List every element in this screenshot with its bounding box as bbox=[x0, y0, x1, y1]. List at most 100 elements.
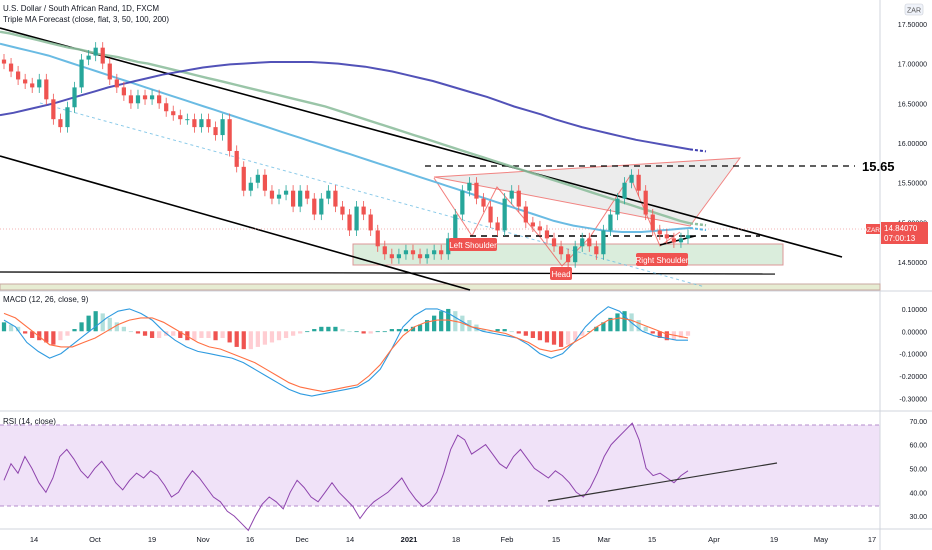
macd-histogram-bar bbox=[361, 331, 366, 334]
candle-body bbox=[650, 214, 655, 231]
macd-histogram-bar bbox=[262, 331, 268, 345]
horizontal-support-line bbox=[0, 271, 776, 275]
macd-histogram-bar bbox=[502, 329, 507, 332]
candle-body bbox=[643, 190, 648, 215]
candle-body bbox=[622, 182, 627, 199]
candle-body bbox=[178, 115, 183, 120]
time-tick: Apr bbox=[708, 535, 720, 544]
candle-body bbox=[283, 190, 289, 195]
candle-body bbox=[636, 174, 641, 191]
rsi-tick: 60.00 bbox=[909, 443, 927, 450]
macd-histogram-bar bbox=[305, 331, 310, 333]
time-tick: Oct bbox=[89, 535, 102, 544]
macd-histogram-bar bbox=[157, 331, 162, 338]
macd-histogram-bar bbox=[241, 331, 246, 350]
candle-body bbox=[206, 119, 211, 128]
macd-tick: 0.10000 bbox=[902, 307, 927, 314]
macd-histogram-bar bbox=[601, 322, 606, 332]
candle-body bbox=[100, 47, 105, 64]
ma-mid-line-forecast bbox=[689, 222, 707, 227]
rsi-tick: 30.00 bbox=[909, 514, 927, 521]
candle-body bbox=[361, 206, 366, 215]
candle-body bbox=[382, 246, 387, 255]
time-tick-labels: 14 Oct 19 Nov 16 Dec 14 2021 18 Feb 15 Mar 15 Apr 19 Ma… bbox=[30, 535, 876, 544]
macd-histogram-bar bbox=[544, 331, 550, 343]
macd-histogram-bar bbox=[234, 331, 239, 347]
macd-histogram-bar bbox=[410, 326, 416, 332]
right-shoulder-badge[interactable] bbox=[636, 253, 688, 266]
macd-histogram-bar bbox=[573, 331, 578, 341]
candle-body bbox=[474, 182, 479, 199]
rsi-tick: 70.00 bbox=[909, 419, 927, 426]
channel-lower-line bbox=[0, 155, 471, 291]
candle-body bbox=[213, 127, 218, 136]
resistance-level-label: 15.65 bbox=[862, 159, 895, 174]
macd-histogram-bar bbox=[319, 326, 324, 332]
rsi-band bbox=[0, 425, 880, 506]
price-tag[interactable] bbox=[881, 222, 928, 244]
macd-histogram-bar bbox=[347, 331, 352, 333]
price-pane[interactable] bbox=[0, 0, 880, 290]
candle-body bbox=[333, 190, 338, 207]
rsi-title: RSI (14, close) bbox=[3, 417, 56, 426]
macd-tick: 0.00000 bbox=[902, 329, 927, 336]
ma-fast-line-forecast bbox=[689, 227, 707, 232]
candle-body bbox=[664, 234, 669, 239]
candle-body bbox=[326, 190, 331, 199]
candle-body bbox=[375, 230, 380, 247]
left-shoulder-badge[interactable] bbox=[449, 238, 497, 251]
candle-body bbox=[86, 55, 91, 60]
right-shoulder-label: Right Shoulder bbox=[636, 256, 689, 265]
candle-body bbox=[298, 190, 303, 207]
candle-body bbox=[488, 206, 493, 223]
candle-body bbox=[8, 63, 14, 72]
time-tick: 2021 bbox=[401, 535, 418, 544]
pattern-zigzag bbox=[433, 174, 681, 267]
candle-body bbox=[135, 95, 141, 104]
candle-body bbox=[241, 166, 246, 191]
candle-body bbox=[305, 190, 310, 199]
macd-histogram-bar bbox=[650, 331, 655, 334]
price-tick: 16.50000 bbox=[898, 101, 927, 108]
candle-body bbox=[432, 250, 437, 255]
macd-histogram-bar bbox=[206, 331, 211, 338]
macd-histogram-bar bbox=[375, 331, 380, 333]
price-tick: 16.00000 bbox=[898, 141, 927, 148]
candle-body bbox=[65, 107, 70, 128]
currency-label: ZAR bbox=[907, 8, 921, 15]
candle-body bbox=[128, 95, 134, 104]
head-badge[interactable] bbox=[550, 267, 572, 280]
rsi-tick: 50.00 bbox=[909, 466, 927, 473]
macd-histogram-bar bbox=[481, 329, 486, 332]
price-tag-countdown: 07:00:13 bbox=[884, 234, 916, 243]
candle-body bbox=[403, 250, 409, 255]
macd-histogram-bar bbox=[114, 322, 119, 332]
time-tick: 19 bbox=[770, 535, 778, 544]
macd-tick: -0.20000 bbox=[899, 374, 927, 381]
candle-body bbox=[79, 59, 84, 88]
macd-histogram-bar bbox=[657, 331, 662, 338]
candle-body bbox=[93, 47, 98, 56]
left-shoulder-label: Left Shoulder bbox=[449, 241, 497, 250]
candle-body bbox=[248, 182, 253, 191]
indicator-title: Triple MA Forecast (close, flat, 3, 50, … bbox=[3, 15, 169, 24]
ma-fast-line bbox=[0, 42, 691, 233]
macd-histogram-bar bbox=[509, 331, 514, 333]
macd-histogram-bar bbox=[340, 329, 345, 332]
price-axis[interactable] bbox=[880, 0, 932, 550]
bottom-zone bbox=[0, 283, 881, 291]
price-tag-symbol: USDZAR bbox=[853, 227, 880, 234]
currency-badge[interactable] bbox=[904, 3, 924, 16]
macd-histogram-bar bbox=[1, 322, 7, 332]
macd-histogram-bar bbox=[439, 311, 444, 332]
macd-histogram-bar bbox=[107, 317, 112, 332]
candle-body bbox=[220, 119, 225, 136]
macd-histogram-bar bbox=[86, 315, 91, 332]
macd-histogram-bar bbox=[516, 331, 521, 334]
candle-body bbox=[354, 206, 359, 231]
macd-histogram-bar bbox=[587, 331, 592, 333]
candle-body bbox=[516, 190, 521, 207]
candle-body bbox=[410, 250, 416, 255]
time-tick: 14 bbox=[346, 535, 354, 544]
